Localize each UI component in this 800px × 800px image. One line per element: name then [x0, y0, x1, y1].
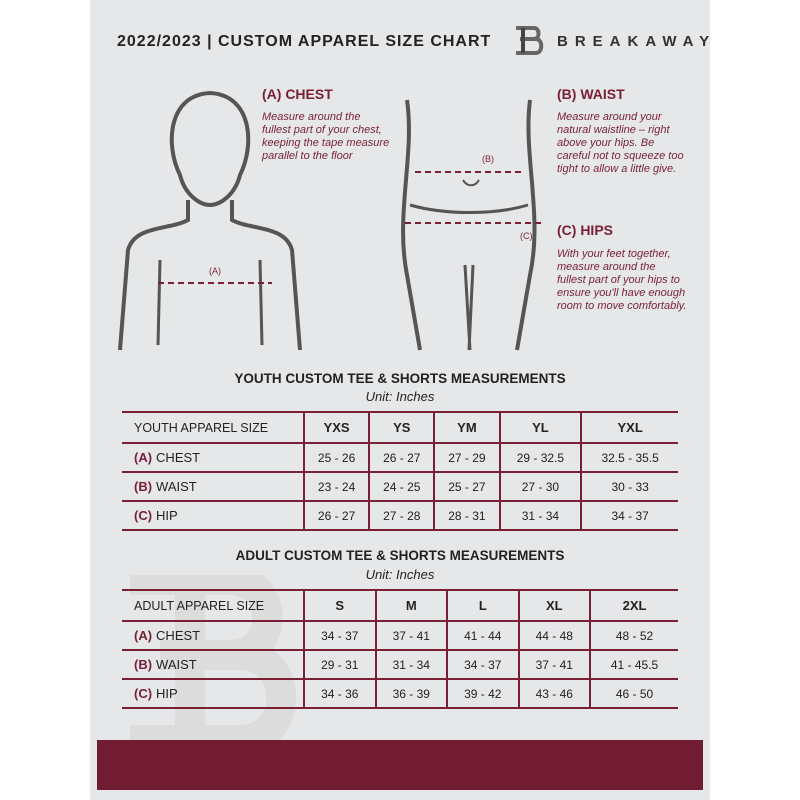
measurement-value: 41 - 45.5	[589, 649, 678, 680]
measurement-value: 34 - 36	[303, 678, 376, 709]
size-header: L	[446, 589, 519, 622]
measurement-name: WAIST	[156, 657, 197, 672]
waist-heading: (B) WAIST	[557, 86, 625, 102]
measurement-value: 27 - 29	[433, 442, 500, 473]
size-header: XL	[517, 589, 591, 622]
measurement-value: 43 - 46	[517, 678, 591, 709]
table-row: (A) CHEST 34 - 37 37 - 41 41 - 44 44 - 48 48 -…	[122, 620, 678, 651]
measurement-name: HIP	[156, 686, 178, 701]
measurement-value: 28 - 31	[433, 500, 500, 531]
measurement-label: (B) WAIST	[122, 649, 304, 680]
measurement-value: 29 - 31	[303, 649, 376, 680]
size-header: YM	[433, 411, 500, 444]
size-header: YL	[498, 411, 582, 444]
chest-marker: (A)	[209, 266, 221, 276]
size-header: YS	[368, 411, 435, 444]
measurement-letter: (A)	[134, 628, 153, 643]
measurement-value: 31 - 34	[498, 500, 582, 531]
measurement-value: 34 - 37	[580, 500, 678, 531]
upper-body-illustration	[118, 90, 302, 351]
hips-heading: (C) HIPS	[557, 222, 613, 238]
measurement-label: (C) HIP	[122, 500, 304, 531]
measurement-letter: (C)	[134, 508, 153, 523]
measurement-value: 44 - 48	[517, 620, 591, 651]
measurement-name: CHEST	[156, 450, 201, 465]
measurement-label: (A) CHEST	[122, 442, 304, 473]
measurement-value: 34 - 37	[303, 620, 376, 651]
measurement-value: 34 - 37	[446, 649, 519, 680]
measurement-letter: (B)	[134, 657, 153, 672]
size-label-header: YOUTH APPAREL SIZE	[122, 411, 304, 444]
measurement-value: 31 - 34	[374, 649, 448, 680]
measurement-label: (A) CHEST	[122, 620, 304, 651]
waist-description: Measure around your natural waistline – …	[557, 111, 684, 175]
measurement-value: 48 - 52	[589, 620, 678, 651]
table-row: (B) WAIST 23 - 24 24 - 25 25 - 27 27 - 30 30 -…	[122, 471, 678, 502]
brand-name: BREAKAWAY	[557, 33, 717, 50]
lower-body-illustration	[401, 99, 543, 351]
table-row: (B) WAIST 29 - 31 31 - 34 34 - 37 37 - 41 41 -…	[122, 649, 678, 680]
page-title: 2022/2023 | CUSTOM APPAREL SIZE CHART	[117, 33, 492, 50]
youth-table-title: YOUTH CUSTOM TEE & SHORTS MEASUREMENTS	[234, 371, 566, 386]
adult-table-title: ADULT CUSTOM TEE & SHORTS MEASUREMENTS	[235, 548, 565, 563]
size-header: M	[374, 589, 448, 622]
measurement-value: 25 - 26	[302, 442, 370, 473]
measurement-value: 37 - 41	[517, 649, 591, 680]
measurement-value: 26 - 27	[302, 500, 370, 531]
measurement-value: 30 - 33	[580, 471, 678, 502]
footer-bar	[97, 740, 703, 790]
size-header: YXL	[580, 411, 678, 444]
youth-unit: Unit: Inches	[365, 389, 435, 404]
measurement-value: 37 - 41	[374, 620, 448, 651]
size-header: S	[303, 589, 376, 622]
measurement-value: 32.5 - 35.5	[580, 442, 678, 473]
measurement-value: 24 - 25	[368, 471, 435, 502]
measurement-value: 26 - 27	[368, 442, 435, 473]
measurement-value: 27 - 30	[498, 471, 582, 502]
measurement-name: WAIST	[156, 479, 197, 494]
measurement-value: 25 - 27	[433, 471, 500, 502]
measurement-value: 23 - 24	[302, 471, 370, 502]
measurement-value: 39 - 42	[446, 678, 519, 709]
measurement-label: (B) WAIST	[122, 471, 304, 502]
size-header: YXS	[302, 411, 370, 444]
hips-description: With your feet together, measure around …	[557, 248, 687, 312]
header-row: YOUTH APPAREL SIZE YXS YS YM YL YXL	[122, 411, 678, 444]
table-row: (C) HIP 34 - 36 36 - 39 39 - 42 43 - 46 46 - 5…	[122, 678, 678, 709]
table-row: (A) CHEST 25 - 26 26 - 27 27 - 29 29 - 32.5 32…	[122, 442, 678, 473]
table-row: (C) HIP 26 - 27 27 - 28 28 - 31 31 - 34 34 - 3…	[122, 500, 678, 531]
size-header: 2XL	[589, 589, 678, 622]
measurement-value: 41 - 44	[446, 620, 519, 651]
measurement-value: 27 - 28	[368, 500, 435, 531]
adult-unit: Unit: Inches	[365, 567, 435, 582]
breakaway-logo-icon	[516, 26, 544, 55]
measurement-value: 46 - 50	[589, 678, 678, 709]
measurement-name: CHEST	[156, 628, 201, 643]
youth-size-table: YOUTH APPAREL SIZE YXS YS YM YL YXL (A) CHEST 25…	[122, 411, 678, 531]
measurement-letter: (B)	[134, 479, 153, 494]
waist-marker: (B)	[482, 154, 494, 164]
measurement-value: 29 - 32.5	[498, 442, 582, 473]
measurement-letter: (C)	[134, 686, 153, 701]
chest-description: Measure around the fullest part of your …	[262, 111, 390, 162]
header-row: ADULT APPAREL SIZE S M L XL 2XL	[122, 589, 678, 622]
size-label-header: ADULT APPAREL SIZE	[122, 589, 304, 622]
measurement-letter: (A)	[134, 450, 153, 465]
chest-heading: (A) CHEST	[262, 86, 333, 102]
hips-marker: (C)	[520, 231, 533, 241]
measurement-name: HIP	[156, 508, 178, 523]
measurement-label: (C) HIP	[122, 678, 304, 709]
measurement-value: 36 - 39	[374, 678, 448, 709]
adult-size-table: ADULT APPAREL SIZE S M L XL 2XL (A) CHEST 34 - 3…	[122, 589, 678, 709]
